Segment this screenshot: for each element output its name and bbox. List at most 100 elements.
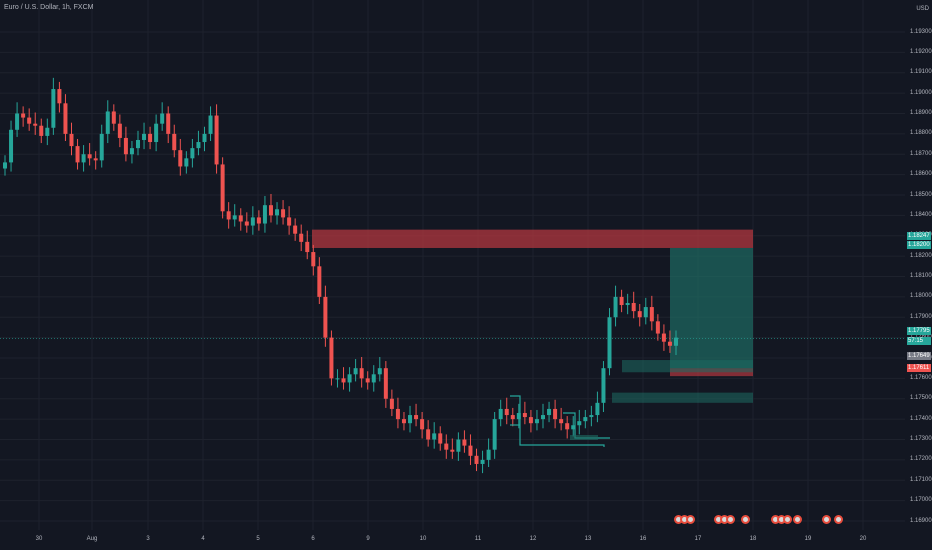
range-line: [510, 395, 605, 447]
candle-body: [196, 142, 201, 149]
demand-zone: [570, 435, 598, 440]
position-target-zone: [670, 247, 753, 369]
economic-event-icon[interactable]: [793, 515, 802, 524]
candle-body: [335, 378, 340, 380]
candle-body: [438, 433, 443, 444]
candle-body: [39, 125, 44, 136]
time-label: 16: [639, 536, 647, 542]
price-label: 1.18900: [910, 110, 932, 116]
price-label: 1.19100: [910, 69, 932, 76]
time-label: 30: [35, 536, 43, 542]
economic-event-icon[interactable]: [726, 515, 735, 524]
candle-body: [371, 374, 376, 383]
price-label: 1.18700: [910, 150, 932, 157]
candle-body: [166, 113, 171, 134]
candle-body: [359, 368, 364, 379]
candle-body: [75, 146, 80, 163]
time-axis[interactable]: 30 Aug 3 4 5 6 9 10 11 12 13 16 17 18 19 20: [0, 530, 905, 550]
candle-body: [281, 209, 286, 218]
candle-body: [619, 296, 624, 306]
candle-body: [432, 433, 437, 440]
economic-event-icon[interactable]: [834, 515, 843, 524]
price-label: 1.17000: [910, 497, 932, 504]
candle-body: [631, 302, 636, 312]
price-label: 1.17600: [910, 374, 932, 381]
candle-body: [3, 162, 7, 169]
economic-event-icon[interactable]: [741, 515, 750, 524]
candle-body: [510, 415, 515, 420]
candle-body: [123, 137, 128, 155]
candle-body: [583, 417, 588, 422]
economic-event-icon[interactable]: [822, 515, 831, 524]
price-label: 1.19000: [910, 89, 932, 96]
candle-body: [21, 113, 26, 118]
candle-body: [160, 113, 165, 124]
candle-body: [516, 413, 521, 420]
candle-body: [220, 164, 225, 212]
price-label: 1.19200: [910, 48, 932, 55]
candle-body: [81, 154, 86, 163]
candle-body: [607, 317, 612, 369]
candle-body: [601, 368, 606, 403]
candle-body: [154, 123, 159, 143]
candle-body: [99, 133, 104, 161]
candle-body: [468, 445, 473, 456]
candle-body: [293, 225, 298, 234]
candle-body: [51, 89, 56, 128]
candle-body: [389, 398, 394, 409]
price-label: 1.18500: [910, 191, 932, 198]
price-axis[interactable]: USD 1.19300 1.19200 1.19100 1.19000 1.18900 1…: [905, 0, 932, 550]
candle-body: [15, 113, 20, 130]
economic-event-icon[interactable]: [686, 515, 695, 524]
candle-body: [655, 321, 660, 334]
candle-body: [33, 123, 38, 126]
candle-body: [547, 408, 552, 416]
candle-body: [534, 419, 539, 424]
candle-body: [190, 148, 195, 159]
candle-body: [674, 337, 678, 346]
candle-body: [57, 89, 62, 104]
candle-body: [649, 307, 654, 322]
range-line: [563, 412, 610, 439]
candle-body: [305, 241, 310, 253]
candle-body: [287, 217, 292, 226]
time-label: 19: [804, 536, 812, 542]
candle-body: [129, 148, 134, 155]
time-label: Aug: [86, 536, 98, 542]
candle-body: [426, 429, 431, 440]
candle-body: [450, 449, 455, 452]
candle-body: [184, 158, 189, 167]
candle-body: [577, 421, 582, 426]
price-label: 1.17100: [910, 476, 932, 483]
time-label: 11: [474, 536, 482, 542]
candle-body: [408, 415, 413, 424]
candle-body: [559, 419, 564, 424]
price-label: 1.18400: [910, 211, 932, 218]
candle-body: [93, 158, 98, 161]
chart-canvas[interactable]: [0, 0, 905, 530]
candle-body: [347, 374, 352, 383]
symbol-title: Euro / U.S. Dollar, 1h, FXCM: [4, 4, 94, 11]
candle-body: [105, 111, 110, 134]
economic-event-icon[interactable]: [783, 515, 792, 524]
candle-body: [637, 311, 642, 318]
candle-body: [135, 139, 140, 149]
candle-body: [172, 133, 177, 151]
candle-body: [480, 459, 485, 464]
price-label: 1.18000: [910, 293, 932, 300]
price-label: 1.18200: [910, 252, 932, 259]
price-label: 1.19300: [910, 28, 932, 35]
time-label: 17: [694, 536, 702, 542]
candle-body: [589, 415, 594, 418]
candle-body: [69, 133, 74, 147]
candle-body: [226, 211, 231, 220]
time-label: 5: [256, 536, 260, 542]
candle-body: [553, 408, 558, 420]
price-label: 1.17500: [910, 395, 932, 402]
candle-body: [462, 439, 467, 446]
price-chart[interactable]: Euro / U.S. Dollar, 1h, FXCM: [0, 0, 905, 530]
price-label: 1.17300: [910, 436, 932, 442]
candle-body: [565, 423, 570, 430]
price-label: 1.17900: [910, 313, 932, 320]
candle-body: [275, 209, 280, 216]
